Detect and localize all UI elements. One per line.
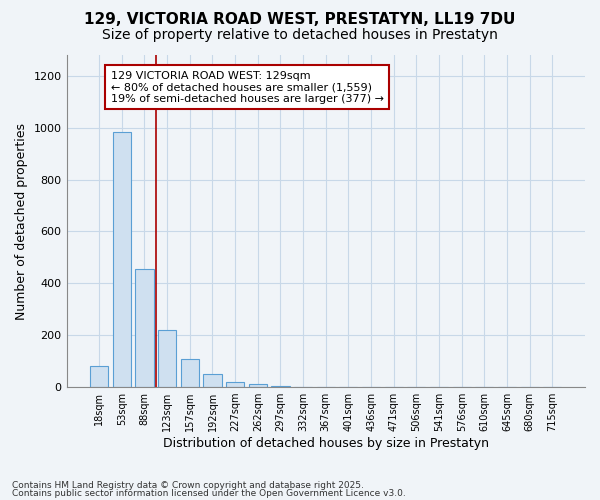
Text: Contains public sector information licensed under the Open Government Licence v3: Contains public sector information licen… — [12, 489, 406, 498]
X-axis label: Distribution of detached houses by size in Prestatyn: Distribution of detached houses by size … — [163, 437, 489, 450]
Y-axis label: Number of detached properties: Number of detached properties — [15, 122, 28, 320]
Bar — [181, 358, 199, 387]
Text: 129 VICTORIA ROAD WEST: 129sqm
← 80% of detached houses are smaller (1,559)
19% : 129 VICTORIA ROAD WEST: 129sqm ← 80% of … — [110, 70, 383, 104]
Bar — [90, 366, 108, 387]
Bar — [203, 374, 221, 387]
Text: Size of property relative to detached houses in Prestatyn: Size of property relative to detached ho… — [102, 28, 498, 42]
Bar — [136, 269, 154, 387]
Bar — [226, 382, 244, 387]
Bar — [249, 384, 267, 387]
Bar — [271, 386, 290, 387]
Bar — [158, 330, 176, 387]
Text: 129, VICTORIA ROAD WEST, PRESTATYN, LL19 7DU: 129, VICTORIA ROAD WEST, PRESTATYN, LL19… — [85, 12, 515, 28]
Text: Contains HM Land Registry data © Crown copyright and database right 2025.: Contains HM Land Registry data © Crown c… — [12, 480, 364, 490]
Bar — [113, 132, 131, 387]
